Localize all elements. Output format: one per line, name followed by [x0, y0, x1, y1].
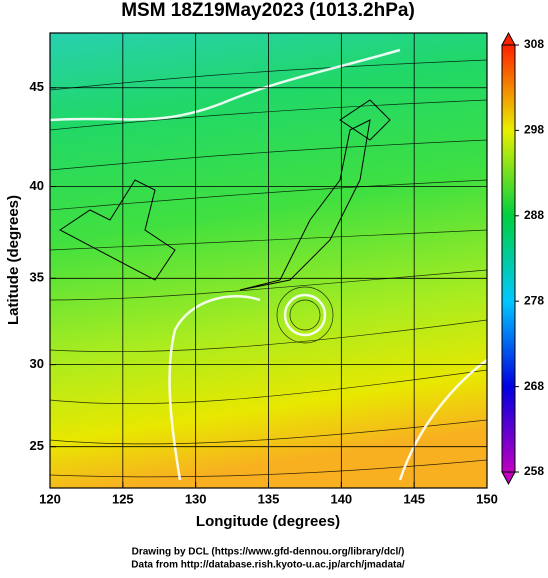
chart-title: MSM 18Z19May2023 (1013.2hPa)	[121, 0, 415, 21]
colorbar-tick-label: 258	[524, 464, 544, 478]
footer-text: Data from http://database.rish.kyoto-u.a…	[131, 560, 405, 571]
footer-text: Drawing by DCL (https://www.gfd-dennou.o…	[132, 547, 405, 558]
colorbar-tick-label: 268	[524, 379, 544, 393]
y-tick-label: 35	[30, 270, 44, 285]
x-tick-label: 140	[330, 491, 352, 506]
x-tick-label: 135	[258, 491, 280, 506]
y-tick-label: 25	[30, 438, 44, 453]
colorbar-arrow	[501, 31, 516, 46]
y-tick-label: 30	[30, 356, 44, 371]
colorbar-tick-label: 288	[524, 208, 544, 222]
x-axis-label: Longitude (degrees)	[196, 513, 340, 530]
y-tick-label: 45	[30, 79, 44, 94]
colorbar-tick-label: 308	[524, 37, 544, 51]
colorbar-arrow	[501, 471, 516, 486]
x-tick-label: 120	[39, 491, 61, 506]
colorbar-tick-label: 298	[524, 123, 544, 137]
y-axis-label: Latitude (degrees)	[5, 195, 22, 325]
x-tick-label: 150	[476, 491, 498, 506]
x-tick-label: 125	[112, 491, 134, 506]
colorbar	[501, 44, 516, 473]
y-tick-label: 40	[30, 178, 44, 193]
x-tick-label: 130	[185, 491, 207, 506]
colorbar-tick-label: 278	[524, 293, 544, 307]
x-tick-label: 145	[403, 491, 425, 506]
